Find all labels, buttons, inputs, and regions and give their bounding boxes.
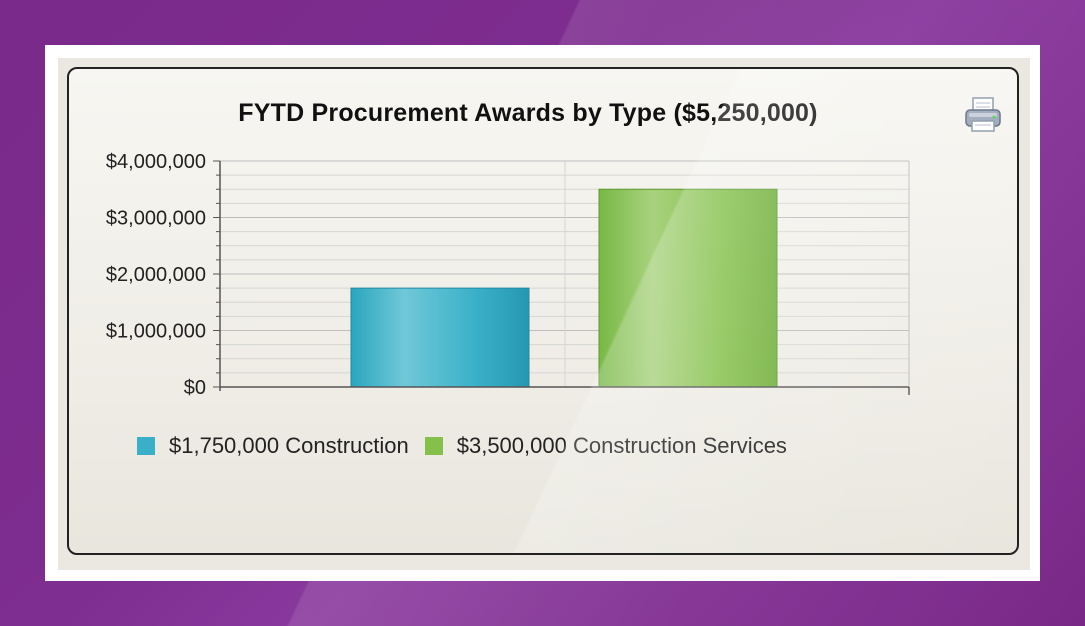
chart-panel: FYTD Procurement Awards by Type ($5,250,… [67, 67, 1019, 555]
legend: $1,750,000 Construction $3,500,000 Const… [137, 433, 803, 459]
legend-item-construction-services: $3,500,000 Construction Services [424, 433, 787, 459]
grid-lines [220, 160, 910, 388]
y-tick-label: $1,000,000 [106, 321, 206, 343]
bar-chart-plot: $0 $1,000,000 $2,000,000 $3,000,000 $4,000,0… [106, 151, 910, 399]
printer-icon[interactable] [963, 95, 1003, 135]
legend-label-construction: $1,750,000 Construction [169, 433, 409, 458]
chart-title: FYTD Procurement Awards by Type ($5,250,… [238, 99, 818, 127]
y-tick-label: $0 [184, 377, 206, 399]
legend-label-construction-services: $3,500,000 Construction Services [456, 433, 787, 458]
y-tick-label: $2,000,000 [106, 264, 206, 286]
y-tick-label: $3,000,000 [106, 208, 206, 230]
bars [350, 188, 778, 388]
axes [213, 160, 910, 395]
legend-swatch-construction [137, 437, 155, 455]
y-axis-ticks: $0 $1,000,000 $2,000,000 $3,000,000 $4,000,0… [106, 151, 206, 399]
bar-construction[interactable] [350, 287, 530, 388]
legend-item-construction: $1,750,000 Construction [137, 433, 409, 459]
legend-swatch-construction-services [424, 437, 443, 455]
y-tick-label: $4,000,000 [106, 151, 206, 173]
bar-construction-services[interactable] [598, 188, 778, 388]
